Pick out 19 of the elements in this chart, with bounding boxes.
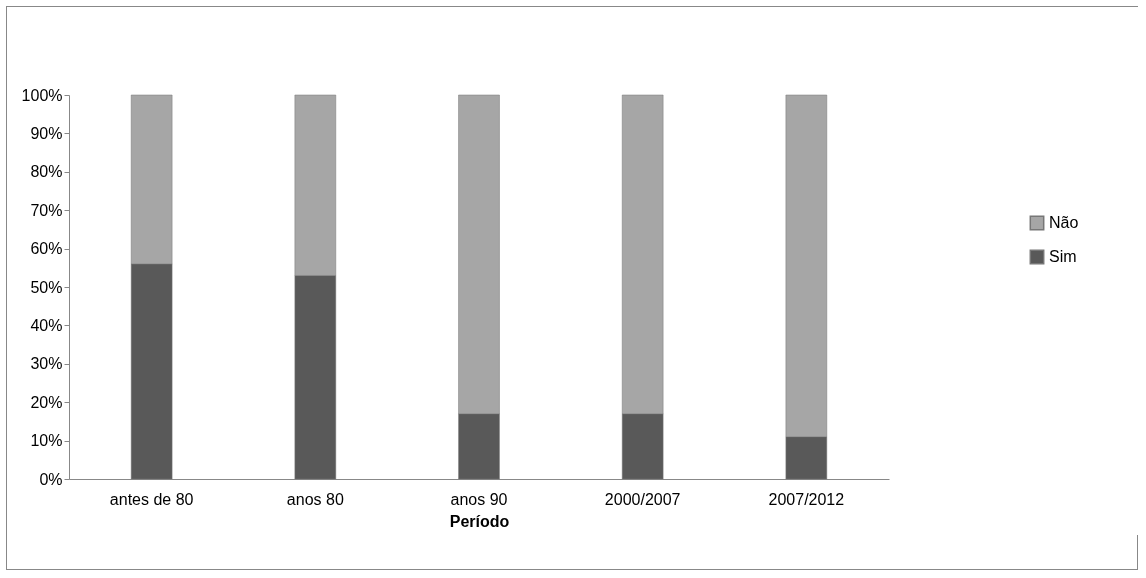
y-tick-label: 10% <box>30 432 63 450</box>
y-tick-label: 30% <box>30 355 63 373</box>
x-tick-label: anos 80 <box>286 490 344 508</box>
y-tick-label: 100% <box>21 86 63 104</box>
y-tick-label: 50% <box>30 278 63 296</box>
x-tick-label: 2000/2007 <box>604 490 681 508</box>
legend-label: Sim <box>1049 248 1077 265</box>
x-tick-label: anos 90 <box>450 490 508 508</box>
legend-label: Não <box>1049 214 1079 231</box>
y-tick-label: 0% <box>39 470 63 488</box>
y-tick-label: 80% <box>30 163 63 181</box>
y-tick-label: 90% <box>30 124 63 142</box>
y-tick-label: 60% <box>30 240 63 258</box>
x-tick-label: 2007/2012 <box>768 490 845 508</box>
y-tick-label: 40% <box>30 316 63 334</box>
x-tick-label: antes de 80 <box>109 490 194 508</box>
x-axis-title: Período <box>449 512 510 530</box>
y-tick-label: 20% <box>30 393 63 411</box>
y-tick-label: 70% <box>30 201 63 219</box>
